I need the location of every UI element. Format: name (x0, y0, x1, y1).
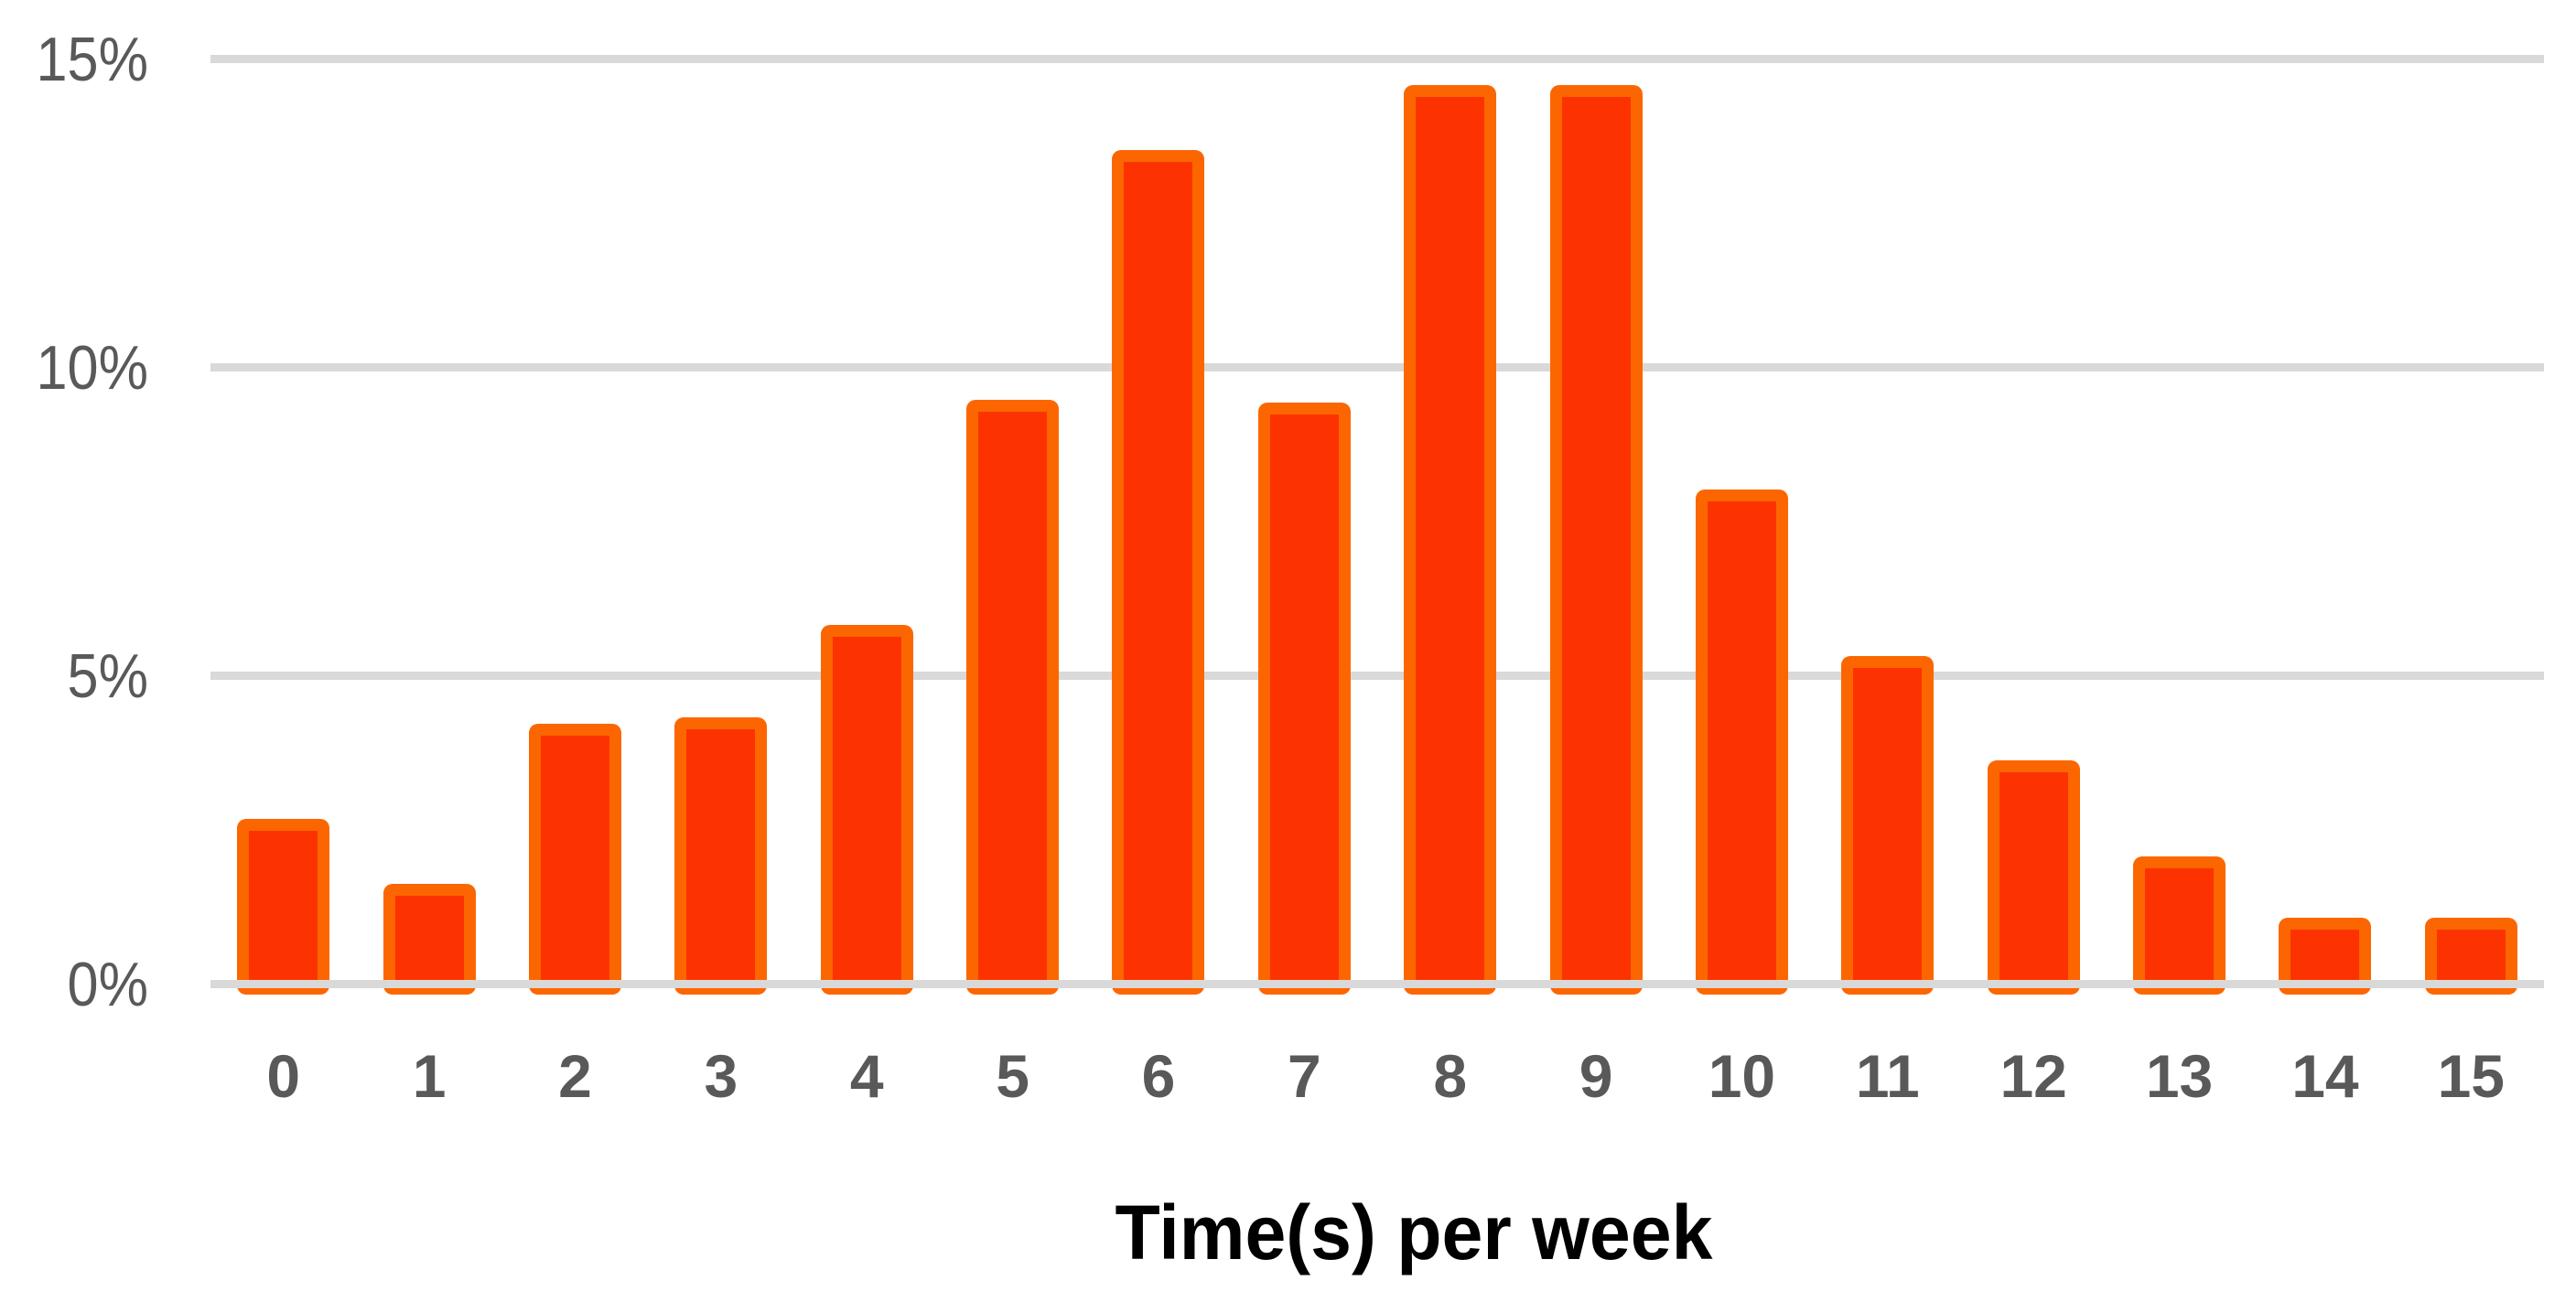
bar-6 (1112, 150, 1205, 995)
bar-10 (1695, 489, 1788, 995)
x-axis-tick-label: 15 (2437, 1042, 2506, 1110)
bar-2 (528, 723, 621, 995)
y-axis-tick-label: 0% (67, 949, 148, 1019)
bar-12 (1987, 760, 2080, 995)
bar-11 (1841, 655, 1935, 995)
bar-1 (383, 884, 476, 995)
x-axis-tick-label: 3 (704, 1042, 738, 1110)
bar-4 (820, 625, 913, 995)
x-axis-tick-label: 0 (266, 1042, 301, 1110)
bar-13 (2133, 856, 2226, 995)
bar-9 (1549, 85, 1643, 995)
gridline-0% (210, 980, 2544, 988)
x-axis-tick-label: 6 (1141, 1042, 1176, 1110)
x-axis-tick-label: 10 (1708, 1042, 1776, 1110)
x-axis-tick-label: 5 (996, 1042, 1029, 1110)
bar-7 (1257, 403, 1351, 995)
x-axis-tick-label: 11 (1855, 1042, 1920, 1110)
gridline-15% (210, 55, 2544, 63)
bar-3 (674, 717, 768, 995)
x-axis-tick-label: 4 (849, 1042, 884, 1110)
x-axis-tick-label: 9 (1579, 1042, 1613, 1110)
bar-8 (1404, 85, 1497, 995)
x-axis-tick-label: 7 (1287, 1042, 1321, 1110)
y-axis-tick-label: 15% (36, 24, 148, 94)
bar-5 (966, 400, 1060, 995)
y-axis-tick-label: 10% (36, 332, 148, 403)
gridline-10% (210, 363, 2544, 371)
bar-0 (237, 819, 330, 995)
x-axis-tick-label: 13 (2145, 1042, 2214, 1110)
gridline-5% (210, 672, 2544, 680)
y-axis-tick-label: 5% (67, 640, 148, 711)
x-axis-tick-label: 1 (412, 1042, 447, 1110)
x-axis-tick-label: 12 (1999, 1042, 2067, 1110)
x-axis-tick-label: 8 (1433, 1042, 1468, 1110)
x-axis-title: Time(s) per week (1115, 1189, 1713, 1275)
x-axis-tick-label: 14 (2291, 1042, 2359, 1110)
x-axis-tick-label: 2 (558, 1042, 592, 1110)
